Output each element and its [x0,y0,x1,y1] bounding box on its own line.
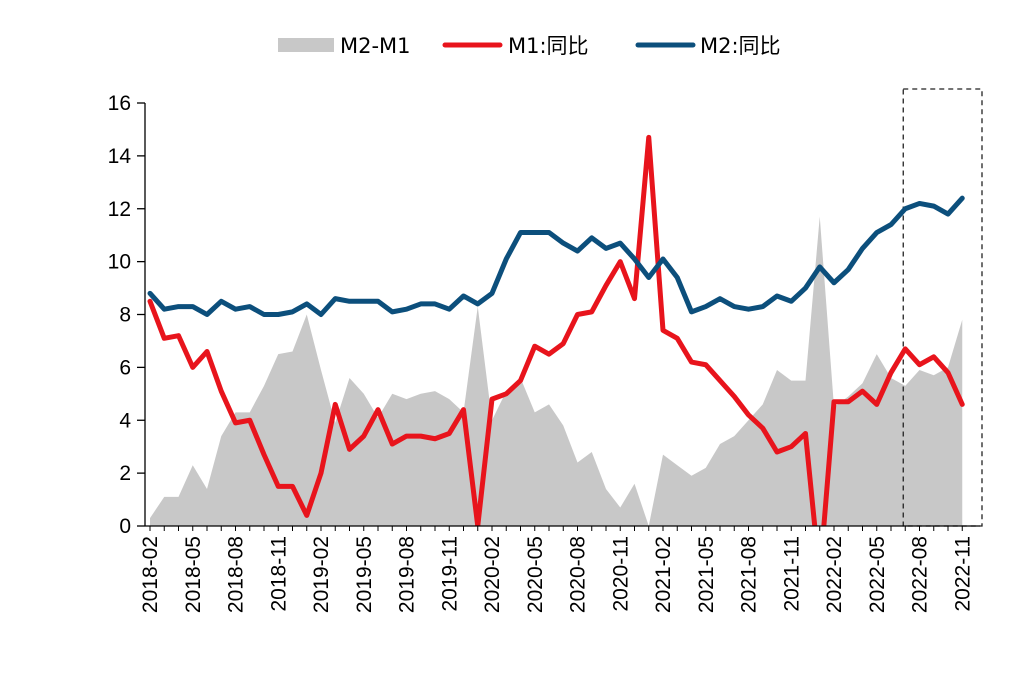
x-tick-label: 2018-05 [182,536,205,613]
x-tick-label: 2022-05 [866,536,889,613]
x-tick-label: 2020-08 [567,536,590,613]
m2-m1-area [150,216,963,526]
x-tick-label: 2021-02 [652,536,675,613]
x-tick-label: 2018-11 [267,536,290,612]
x-tick-label: 2018-02 [139,536,162,613]
highlight-box-rect [902,88,983,527]
y-tick-label: 14 [108,145,132,168]
axes: 0 2 4 6 8 10 12 14 16 2018-02 2018-05 2018-08 2018-1… [108,92,980,613]
x-tick-label: 2021-05 [695,536,718,613]
y-tick-label: 12 [108,198,131,221]
x-tick-label: 2020-02 [481,536,504,613]
y-tick-label: 0 [119,515,131,538]
x-tick-label: 2022-02 [823,536,846,613]
series-lines [147,134,965,526]
x-tick-label: 2021-11 [780,536,803,612]
series-line-m2 [147,195,965,317]
y-tick-label: 10 [108,251,131,274]
y-tick-label: 4 [119,409,131,432]
legend-label-m2: M2:同比 [700,34,781,58]
x-tick-label: 2020-11 [609,536,632,612]
legend-label-m2-m1: M2-M1 [340,34,411,58]
x-tick-label: 2020-05 [524,536,547,613]
x-tick-label: 2019-11 [438,536,461,612]
y-tick-label: 8 [119,304,131,327]
y-tick-label: 2 [119,462,131,485]
x-tick-label: 2019-02 [310,536,333,613]
x-tick-label: 2022-08 [909,536,932,613]
legend-label-m1: M1:同比 [508,34,589,58]
x-tick-label: 2019-08 [396,536,419,613]
legend-swatch-m2-m1 [278,38,334,52]
x-tick-label: 2018-08 [225,536,248,613]
x-tick-label: 2019-05 [353,536,376,613]
legend: M2-M1 M1:同比 M2:同比 [278,34,781,58]
x-tick-label: 2022-11 [951,536,974,612]
highlight-box [902,88,983,527]
x-tick-label: 2021-08 [738,536,761,613]
y-tick-label: 16 [108,92,131,115]
series-line-m1 [147,134,965,526]
series-area-m2-m1 [150,216,963,526]
y-tick-label: 6 [119,356,131,379]
watermark-text: 知乎 @喜哥说财经 [745,633,928,658]
